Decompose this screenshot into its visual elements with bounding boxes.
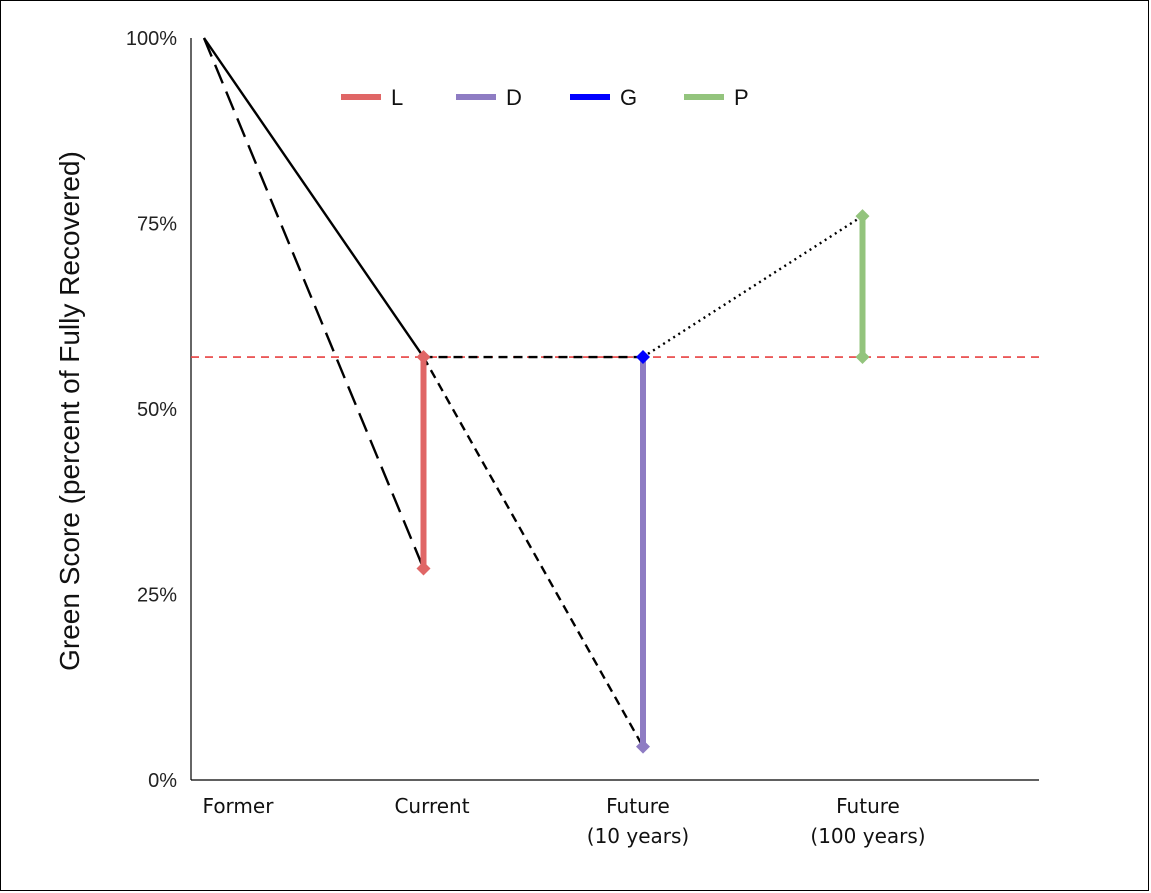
trend-line-solid	[203, 37, 425, 358]
legend-label: L	[391, 85, 403, 110]
range-bars-group	[420, 216, 866, 747]
markers-group	[416, 209, 870, 754]
legend-label: D	[506, 85, 522, 110]
legend-label: P	[734, 85, 749, 110]
x-tick-label: Future (100 years)	[810, 794, 925, 848]
y-tick-label: 25%	[137, 585, 177, 607]
y-tick-label: 100%	[126, 28, 177, 50]
x-tick-label-line: Future	[836, 794, 900, 818]
x-tick-label-line: Current	[394, 794, 469, 818]
diamond-marker	[416, 350, 431, 365]
x-tick-label-line: (10 years)	[587, 824, 689, 848]
x-tick-label: Future (10 years)	[587, 794, 689, 848]
x-tick-label: Former	[203, 794, 275, 818]
y-tick-label: 0%	[148, 770, 177, 792]
diamond-marker	[636, 350, 650, 365]
y-tick-labels: 0% 25% 50% 75% 100%	[126, 28, 177, 792]
legend-label: G	[620, 85, 637, 110]
diamond-marker	[855, 209, 870, 224]
x-tick-label-line: Future	[606, 794, 670, 818]
trend-line-dotted	[642, 215, 864, 359]
x-tick-label-line: Former	[203, 794, 275, 818]
y-tick-label: 50%	[137, 399, 177, 421]
axes	[190, 38, 1039, 781]
y-tick-label: 75%	[137, 214, 177, 236]
diamond-marker	[855, 350, 870, 365]
y-axis-label: Green Score (percent of Fully Recovered)	[54, 151, 85, 671]
diamond-marker	[636, 739, 650, 754]
x-tick-label-line: (100 years)	[810, 824, 925, 848]
diamond-marker	[416, 561, 431, 576]
x-tick-labels: Former Current Future (10 years) Future (100 …	[203, 794, 926, 848]
trend-line-dash	[422, 356, 645, 748]
x-tick-label: Current	[394, 794, 469, 818]
trend-line-long-dash	[202, 37, 425, 569]
trend-lines-group	[202, 37, 864, 748]
